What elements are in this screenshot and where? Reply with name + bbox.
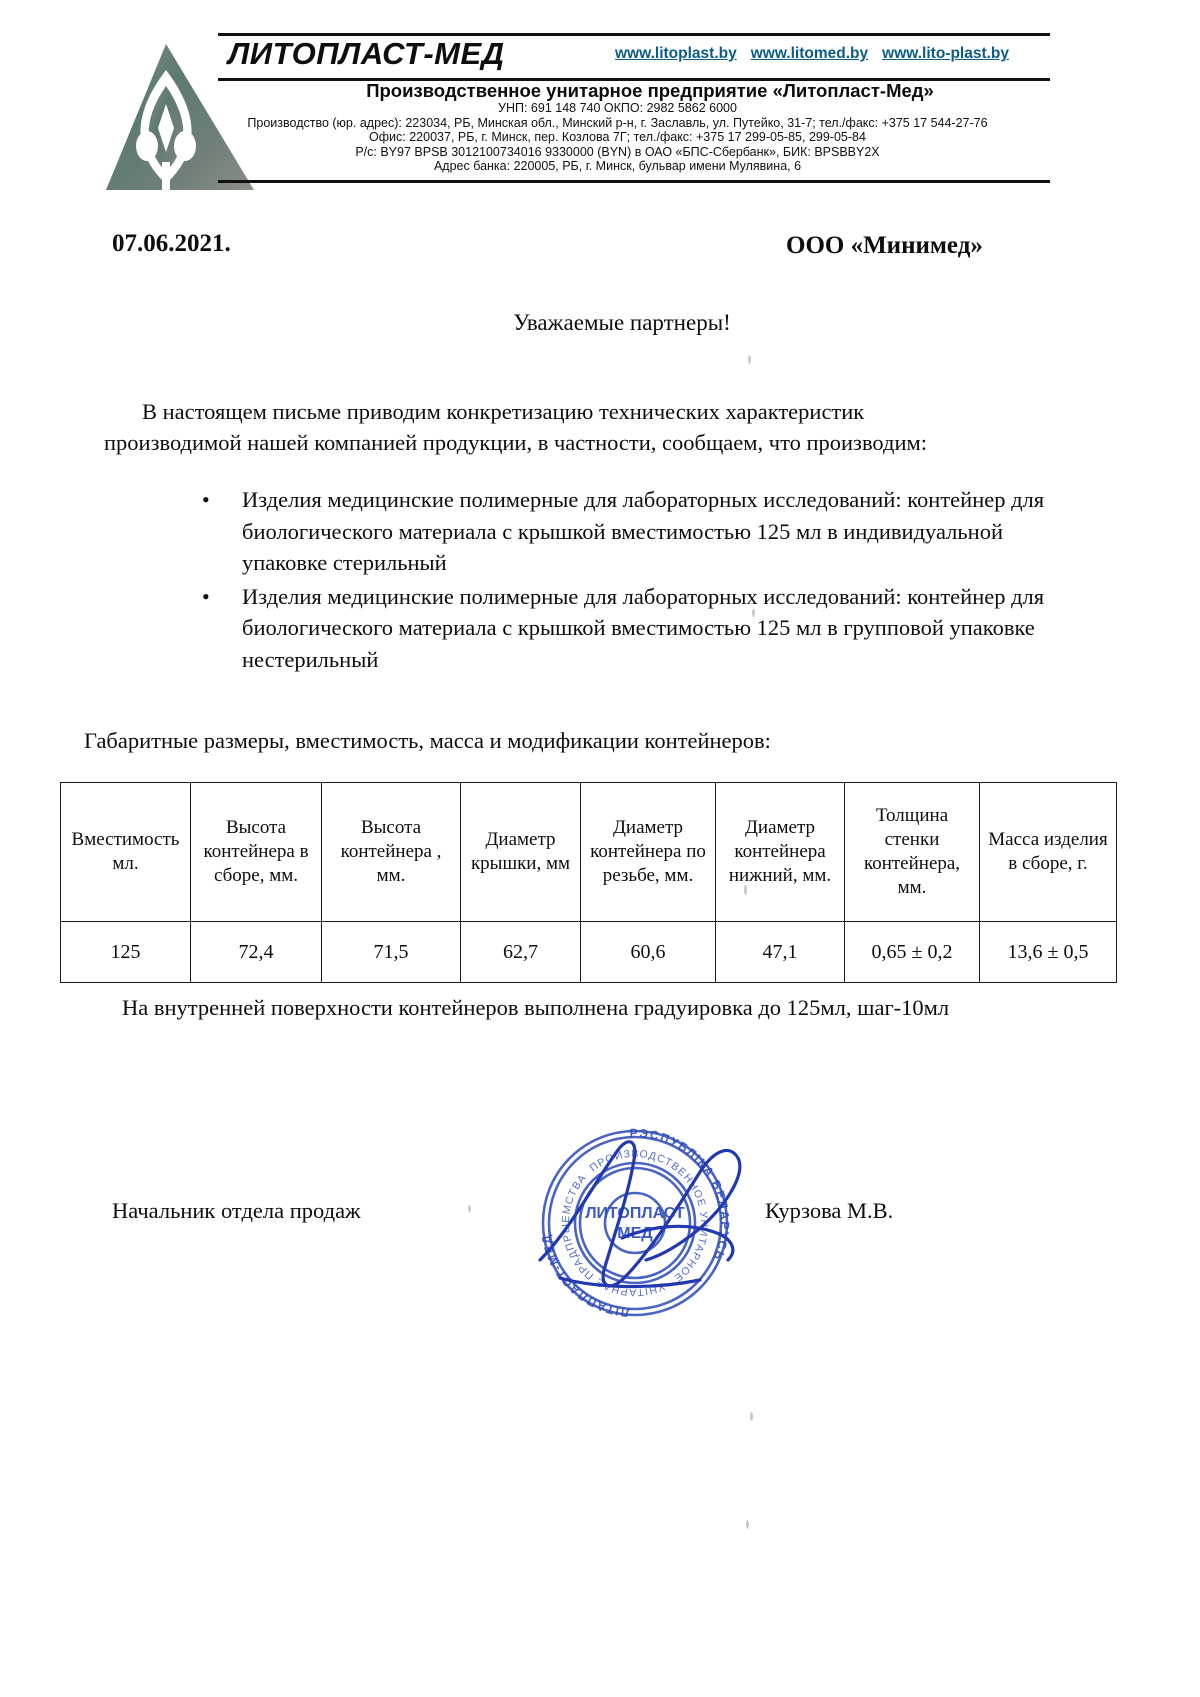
bank-address-line: Адрес банка: 220005, РБ, г. Минск, бульв… bbox=[433, 159, 802, 174]
intro-paragraph: В настоящем письме приводим конкретизаци… bbox=[104, 396, 1004, 458]
column-header-bottom-diameter: Диаметр контейнера нижний, мм. bbox=[715, 782, 845, 922]
brand-wordmark: ЛИТОПЛАСТ-МЕД bbox=[228, 36, 505, 71]
office-address-line: Офис: 220037, РБ, г. Минск, пер. Козлова… bbox=[369, 130, 866, 145]
cell-lid-diameter: 62,7 bbox=[460, 921, 581, 983]
product-list: • Изделия медицинские полимерные для лаб… bbox=[196, 484, 1056, 677]
column-header-assembled-height: Высота контейнера в сборе, мм. bbox=[190, 782, 322, 922]
table-row: 125 72,4 71,5 62,7 60,6 47,1 0,65 ± 0,2 … bbox=[60, 921, 1117, 983]
svg-text:ЛИТОПЛАСТ: ЛИТОПЛАСТ bbox=[585, 1205, 685, 1222]
company-name: Производственное унитарное предприятие «… bbox=[366, 80, 934, 101]
column-header-wall-thickness: Толщина стенки контейнера, мм. bbox=[844, 782, 980, 922]
bullet-dot-icon: • bbox=[202, 487, 210, 512]
scan-artifact bbox=[468, 1205, 471, 1212]
cell-wall-thickness: 0,65 ± 0,2 bbox=[844, 921, 980, 983]
letterhead-bottom-rule bbox=[218, 180, 1050, 183]
letterhead-top-bar bbox=[218, 33, 1050, 81]
scan-artifact bbox=[746, 1520, 749, 1529]
signature-name: Курзова М.В. bbox=[765, 1198, 894, 1223]
website-links[interactable]: www.litoplast.by www.litomed.by www.lito… bbox=[615, 40, 1045, 68]
scan-artifact bbox=[752, 609, 755, 617]
column-header-capacity: Вместимость мл. bbox=[60, 782, 191, 922]
company-details: УНП: 691 148 740 ОКПО: 2982 5862 6000 Пр… bbox=[180, 101, 1055, 174]
letter-addressee: ООО «Минимед» bbox=[786, 232, 983, 259]
list-item: • Изделия медицинские полимерные для лаб… bbox=[196, 581, 1056, 676]
production-address-line: Производство (юр. адрес): 223034, РБ, Ми… bbox=[247, 115, 988, 130]
specification-table: Вместимость мл. Высота контейнера в сбор… bbox=[60, 782, 1117, 983]
graduation-note-text: На внутренней поверхности контейнеров вы… bbox=[122, 995, 950, 1020]
registration-line: УНП: 691 148 740 ОКПО: 2982 5862 6000 bbox=[498, 101, 737, 115]
cell-capacity: 125 bbox=[60, 921, 191, 983]
website-link-2[interactable]: www.litomed.by bbox=[750, 45, 869, 62]
salutation: Уважаемые партнеры! bbox=[0, 310, 1200, 336]
table-caption: Габаритные размеры, вместимость, масса и… bbox=[84, 728, 771, 753]
website-link-1[interactable]: www.litoplast.by bbox=[615, 45, 737, 62]
scan-artifact bbox=[750, 1412, 753, 1421]
column-header-mass: Масса изделия в сборе, г. bbox=[979, 782, 1117, 922]
intro-paragraph-text: В настоящем письме приводим конкретизаци… bbox=[104, 399, 927, 455]
scan-artifact bbox=[748, 355, 751, 364]
company-logo-icon bbox=[104, 42, 264, 192]
letterhead: ЛИТОПЛАСТ-МЕД www.litoplast.by www.litom… bbox=[0, 0, 1200, 198]
letter-date: 07.06.2021. bbox=[112, 230, 231, 257]
cell-assembled-height: 72,4 bbox=[190, 921, 322, 983]
bullet-dot-icon: • bbox=[202, 583, 210, 609]
table-header-row: Вместимость мл. Высота контейнера в сбор… bbox=[60, 782, 1117, 922]
cell-bottom-diameter: 47,1 bbox=[715, 921, 845, 983]
list-item-text: Изделия медицинские полимерные для лабор… bbox=[242, 583, 1045, 672]
scan-artifact bbox=[744, 885, 747, 895]
graduation-note: На внутренней поверхности контейнеров вы… bbox=[84, 992, 1044, 1023]
bank-account-line: Р/с: BY97 BPSB 3012100734016 9330000 (BY… bbox=[355, 144, 880, 159]
column-header-thread-diameter: Диаметр контейнера по резьбе, мм. bbox=[580, 782, 716, 922]
column-header-lid-diameter: Диаметр крышки, мм bbox=[460, 782, 581, 922]
cell-mass: 13,6 ± 0,5 bbox=[979, 921, 1117, 983]
list-item-text: Изделия медицинские полимерные для лабор… bbox=[242, 487, 1045, 575]
column-header-container-height: Высота контейнера , мм. bbox=[321, 782, 461, 922]
salutation-text: Уважаемые партнеры! bbox=[513, 310, 731, 335]
cell-thread-diameter: 60,6 bbox=[580, 921, 716, 983]
handwritten-signature bbox=[500, 1110, 800, 1330]
list-item: • Изделия медицинские полимерные для лаб… bbox=[196, 484, 1056, 579]
cell-container-height: 71,5 bbox=[321, 921, 461, 983]
signature-title: Начальник отдела продаж bbox=[112, 1198, 361, 1223]
website-link-3[interactable]: www.lito-plast.by bbox=[882, 45, 1010, 62]
